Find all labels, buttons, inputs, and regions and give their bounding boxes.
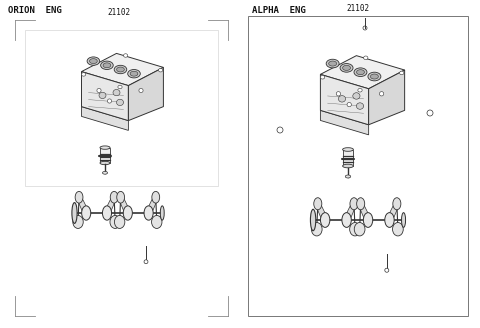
Ellipse shape — [379, 92, 384, 96]
Ellipse shape — [314, 198, 322, 210]
Ellipse shape — [364, 56, 368, 60]
Bar — [248, 16, 468, 316]
Ellipse shape — [82, 206, 91, 220]
Ellipse shape — [128, 70, 140, 78]
Polygon shape — [358, 204, 372, 220]
Polygon shape — [321, 110, 369, 135]
Text: ORION  ENG: ORION ENG — [8, 6, 62, 15]
Ellipse shape — [110, 192, 118, 203]
Polygon shape — [321, 56, 405, 89]
Ellipse shape — [75, 192, 83, 203]
Ellipse shape — [343, 148, 353, 151]
Ellipse shape — [99, 92, 106, 98]
Ellipse shape — [123, 206, 132, 220]
Bar — [343, 150, 353, 166]
Ellipse shape — [103, 63, 111, 68]
Polygon shape — [315, 204, 328, 220]
Polygon shape — [82, 53, 163, 86]
Ellipse shape — [371, 74, 378, 79]
Polygon shape — [82, 72, 129, 121]
Ellipse shape — [343, 65, 350, 71]
Polygon shape — [321, 74, 369, 125]
Ellipse shape — [353, 93, 360, 99]
Text: 21102: 21102 — [347, 4, 370, 13]
Ellipse shape — [393, 222, 403, 236]
Ellipse shape — [73, 215, 83, 228]
Polygon shape — [76, 197, 89, 213]
Ellipse shape — [110, 215, 120, 228]
Ellipse shape — [402, 213, 406, 227]
Polygon shape — [145, 197, 158, 213]
Ellipse shape — [336, 92, 341, 96]
Ellipse shape — [338, 95, 346, 102]
Ellipse shape — [144, 206, 153, 220]
Ellipse shape — [354, 68, 367, 76]
Ellipse shape — [102, 206, 111, 220]
Ellipse shape — [368, 72, 381, 81]
Ellipse shape — [103, 172, 108, 174]
Ellipse shape — [100, 146, 110, 149]
Ellipse shape — [87, 57, 100, 65]
Bar — [100, 148, 110, 163]
Ellipse shape — [350, 198, 358, 210]
Ellipse shape — [311, 209, 316, 231]
Ellipse shape — [108, 99, 111, 103]
Ellipse shape — [399, 71, 404, 75]
Polygon shape — [369, 70, 405, 125]
Ellipse shape — [321, 75, 325, 79]
Ellipse shape — [349, 222, 360, 236]
Polygon shape — [386, 204, 399, 220]
Ellipse shape — [100, 161, 110, 165]
Ellipse shape — [118, 85, 122, 89]
Ellipse shape — [90, 59, 97, 64]
Ellipse shape — [342, 213, 351, 227]
Ellipse shape — [343, 164, 353, 168]
Ellipse shape — [130, 71, 138, 76]
Ellipse shape — [114, 215, 125, 228]
Ellipse shape — [321, 213, 330, 227]
Ellipse shape — [358, 89, 362, 92]
Ellipse shape — [347, 102, 351, 107]
Bar — [25, 30, 218, 186]
Ellipse shape — [97, 89, 101, 92]
Ellipse shape — [312, 222, 322, 236]
Text: 21102: 21102 — [108, 8, 131, 17]
Polygon shape — [129, 67, 163, 121]
Ellipse shape — [117, 99, 123, 106]
Ellipse shape — [152, 215, 162, 228]
Ellipse shape — [354, 222, 365, 236]
Ellipse shape — [114, 65, 127, 74]
Ellipse shape — [340, 64, 353, 72]
Ellipse shape — [385, 268, 389, 272]
Ellipse shape — [101, 61, 113, 70]
Ellipse shape — [158, 69, 163, 72]
Polygon shape — [343, 204, 357, 220]
Ellipse shape — [357, 70, 364, 75]
Ellipse shape — [72, 203, 77, 223]
Ellipse shape — [139, 89, 143, 92]
Ellipse shape — [113, 90, 120, 96]
Ellipse shape — [385, 213, 394, 227]
Ellipse shape — [357, 198, 365, 210]
Ellipse shape — [117, 67, 124, 72]
Ellipse shape — [82, 72, 86, 76]
Ellipse shape — [345, 175, 351, 178]
Ellipse shape — [152, 192, 160, 203]
Ellipse shape — [356, 103, 364, 109]
Text: ALPHA  ENG: ALPHA ENG — [252, 6, 306, 15]
Ellipse shape — [117, 192, 124, 203]
Ellipse shape — [329, 61, 336, 66]
Ellipse shape — [363, 213, 373, 227]
Ellipse shape — [160, 206, 164, 220]
Ellipse shape — [144, 260, 148, 264]
Ellipse shape — [326, 59, 339, 68]
Ellipse shape — [123, 54, 128, 57]
Polygon shape — [82, 107, 129, 131]
Ellipse shape — [393, 198, 401, 210]
Polygon shape — [104, 197, 117, 213]
Polygon shape — [118, 197, 131, 213]
